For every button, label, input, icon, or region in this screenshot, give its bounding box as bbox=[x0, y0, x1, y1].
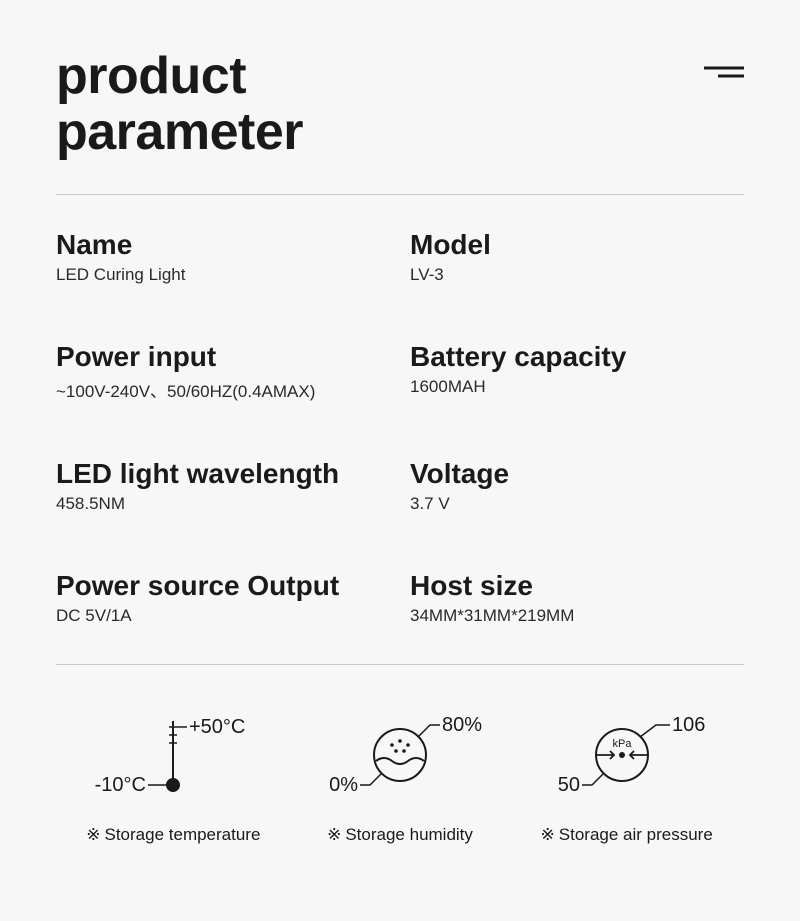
humidity-low: 0% bbox=[329, 774, 358, 796]
params-grid: Name LED Curing Light Model LV-3 Power i… bbox=[56, 229, 744, 626]
humidity-icon: 80% 0% bbox=[300, 705, 500, 805]
param-label: Host size bbox=[410, 570, 744, 602]
divider-top bbox=[56, 194, 744, 195]
param-value: LV-3 bbox=[410, 265, 744, 285]
param-value: DC 5V/1A bbox=[56, 606, 390, 626]
temp-low: -10°C bbox=[95, 774, 146, 796]
title-line1: product bbox=[56, 47, 246, 105]
title-line2: parameter bbox=[56, 103, 303, 161]
marker: ※ bbox=[86, 825, 100, 844]
param-power-output: Power source Output DC 5V/1A bbox=[56, 570, 390, 626]
pressure-high: 106 bbox=[672, 714, 705, 736]
marker: ※ bbox=[541, 825, 555, 844]
divider-bottom bbox=[56, 664, 744, 665]
temp-high: +50°C bbox=[189, 716, 245, 738]
param-label: LED light wavelength bbox=[56, 458, 390, 490]
param-model: Model LV-3 bbox=[410, 229, 744, 285]
param-wavelength: LED light wavelength 458.5NM bbox=[56, 458, 390, 514]
param-host-size: Host size 34MM*31MM*219MM bbox=[410, 570, 744, 626]
param-voltage: Voltage 3.7 V bbox=[410, 458, 744, 514]
page-title: product parameter bbox=[56, 48, 303, 160]
caption-text: Storage air pressure bbox=[559, 825, 713, 844]
storage-temperature: +50°C -10°C ※ Storage temperature bbox=[60, 705, 287, 845]
marker: ※ bbox=[327, 825, 341, 844]
param-value: LED Curing Light bbox=[56, 265, 390, 285]
pressure-icon: kPa 106 50 bbox=[522, 705, 732, 805]
param-label: Power input bbox=[56, 341, 390, 373]
param-name: Name LED Curing Light bbox=[56, 229, 390, 285]
humidity-high: 80% bbox=[442, 714, 482, 736]
menu-icon[interactable] bbox=[704, 66, 744, 87]
storage-pressure: kPa 106 50 ※Storage air pressure bbox=[513, 705, 740, 845]
param-battery-capacity: Battery capacity 1600MAH bbox=[410, 341, 744, 402]
param-value: 458.5NM bbox=[56, 494, 390, 514]
page-container: product parameter Name LED Curing Light … bbox=[0, 0, 800, 885]
thermometer-icon: +50°C -10°C bbox=[73, 705, 273, 805]
param-label: Model bbox=[410, 229, 744, 261]
param-label: Name bbox=[56, 229, 390, 261]
param-value: 34MM*31MM*219MM bbox=[410, 606, 744, 626]
caption-text: Storage temperature bbox=[105, 825, 261, 844]
storage-caption: ※ Storage temperature bbox=[86, 825, 260, 845]
param-value: ~100V-240V、50/60HZ(0.4AMAX) bbox=[56, 377, 390, 402]
param-label: Voltage bbox=[410, 458, 744, 490]
param-label: Power source Output bbox=[56, 570, 390, 602]
storage-row: +50°C -10°C ※ Storage temperature bbox=[56, 705, 744, 845]
pressure-unit: kPa bbox=[612, 738, 632, 750]
caption-text: Storage humidity bbox=[345, 825, 473, 844]
storage-caption: ※Storage air pressure bbox=[541, 825, 713, 845]
param-value: 3.7 V bbox=[410, 494, 744, 514]
storage-humidity: 80% 0% ※Storage humidity bbox=[287, 705, 514, 845]
param-power-input: Power input ~100V-240V、50/60HZ(0.4AMAX) bbox=[56, 341, 390, 402]
pressure-low: 50 bbox=[557, 774, 579, 796]
param-label: Battery capacity bbox=[410, 341, 744, 373]
param-value: 1600MAH bbox=[410, 377, 744, 397]
storage-caption: ※Storage humidity bbox=[327, 825, 473, 845]
header-row: product parameter bbox=[56, 48, 744, 160]
